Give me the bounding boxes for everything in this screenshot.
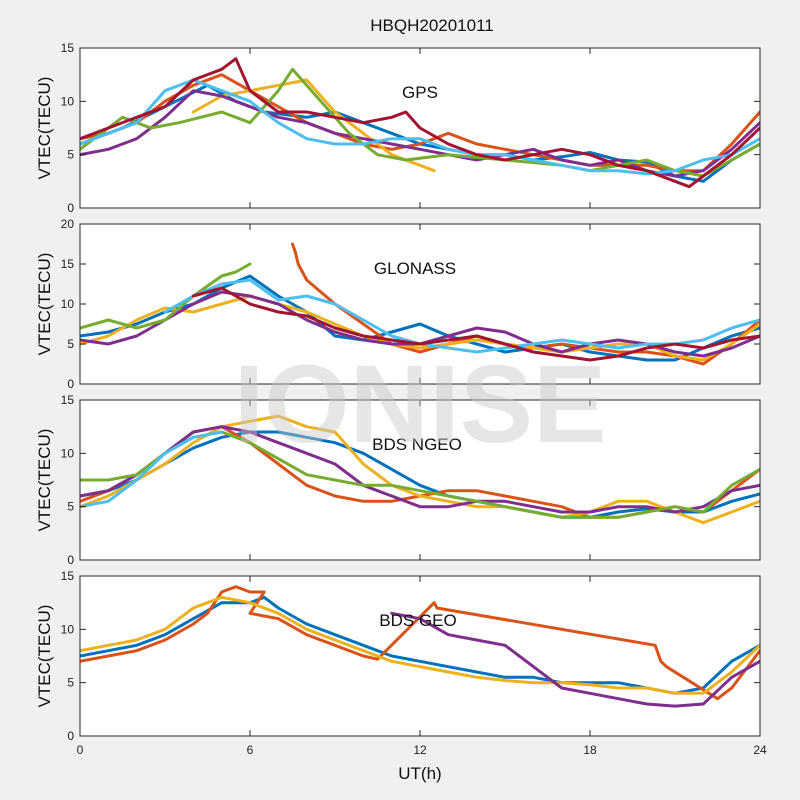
y-tick-label: 5: [67, 500, 74, 514]
y-tick-label: 5: [67, 148, 74, 162]
panel-3: 0 6 12 18 24 0 5 10 15 VTEC(TECU) BDS GEO: [35, 569, 767, 757]
series-group: [80, 57, 760, 189]
series-group: [80, 414, 760, 525]
series-line-2: [80, 414, 760, 525]
x-tick-label: 24: [753, 743, 767, 757]
y-axis-label: VTEC(TECU): [35, 605, 54, 708]
y-tick-label: 5: [67, 676, 74, 690]
y-tick-label: 20: [61, 217, 75, 231]
y-tick-label: 10: [61, 94, 75, 108]
y-tick-label: 0: [67, 729, 74, 743]
y-tick-label: 0: [67, 201, 74, 215]
panel-label: GLONASS: [374, 259, 456, 278]
x-axis-label: UT(h): [398, 764, 441, 783]
y-tick-label: 0: [67, 553, 74, 567]
y-tick-label: 10: [61, 446, 75, 460]
panels-group: 0 5 10 15 VTEC(TECU) GPS 0 5 10 15 20 VTEC(TECU) GLO…: [35, 41, 767, 757]
series-line-6: [80, 57, 760, 189]
plot-area: [80, 576, 760, 736]
panel-label: GPS: [402, 83, 438, 102]
plot-area: [80, 400, 760, 560]
y-tick-label: 10: [61, 622, 75, 636]
figure-title: HBQH20201011: [370, 16, 494, 35]
series-line-4: [80, 262, 252, 330]
series-group: [80, 242, 760, 366]
y-axis-label: VTEC(TECU): [35, 429, 54, 532]
y-tick-label: 15: [61, 257, 75, 271]
panel-label: BDS NGEO: [372, 435, 462, 454]
panel-label: BDS GEO: [379, 611, 456, 630]
y-tick-label: 0: [67, 377, 74, 391]
series-line-2: [80, 595, 760, 695]
watermark: IONISE: [234, 343, 607, 466]
panel-1: 0 5 10 15 20 VTEC(TECU) GLONASS: [35, 217, 761, 391]
y-tick-label: 15: [61, 569, 75, 583]
series-line-4: [80, 67, 760, 178]
y-tick-label: 15: [61, 41, 75, 55]
panel-0: 0 5 10 15 VTEC(TECU) GPS: [35, 41, 761, 215]
series-line-6: [191, 286, 760, 362]
series-line-3: [80, 425, 760, 514]
x-tick-label: 0: [77, 743, 84, 757]
series-line-5: [163, 278, 760, 354]
y-axis-label: VTEC(TECU): [35, 77, 54, 180]
series-group: [80, 585, 760, 708]
x-tick-label: 6: [247, 743, 254, 757]
y-tick-label: 5: [67, 337, 74, 351]
series-line-5: [80, 430, 224, 509]
y-tick-label: 10: [61, 297, 75, 311]
series-line-3: [390, 611, 760, 708]
y-axis-label: VTEC(TECU): [35, 253, 54, 356]
series-line-0: [80, 430, 760, 519]
y-tick-label: 15: [61, 393, 75, 407]
series-line-1: [80, 585, 760, 701]
x-tick-label: 18: [583, 743, 597, 757]
series-line-1: [80, 73, 760, 173]
x-tick-label: 12: [413, 743, 427, 757]
panel-2: 0 5 10 15 VTEC(TECU) BDS NGEO: [35, 393, 761, 567]
